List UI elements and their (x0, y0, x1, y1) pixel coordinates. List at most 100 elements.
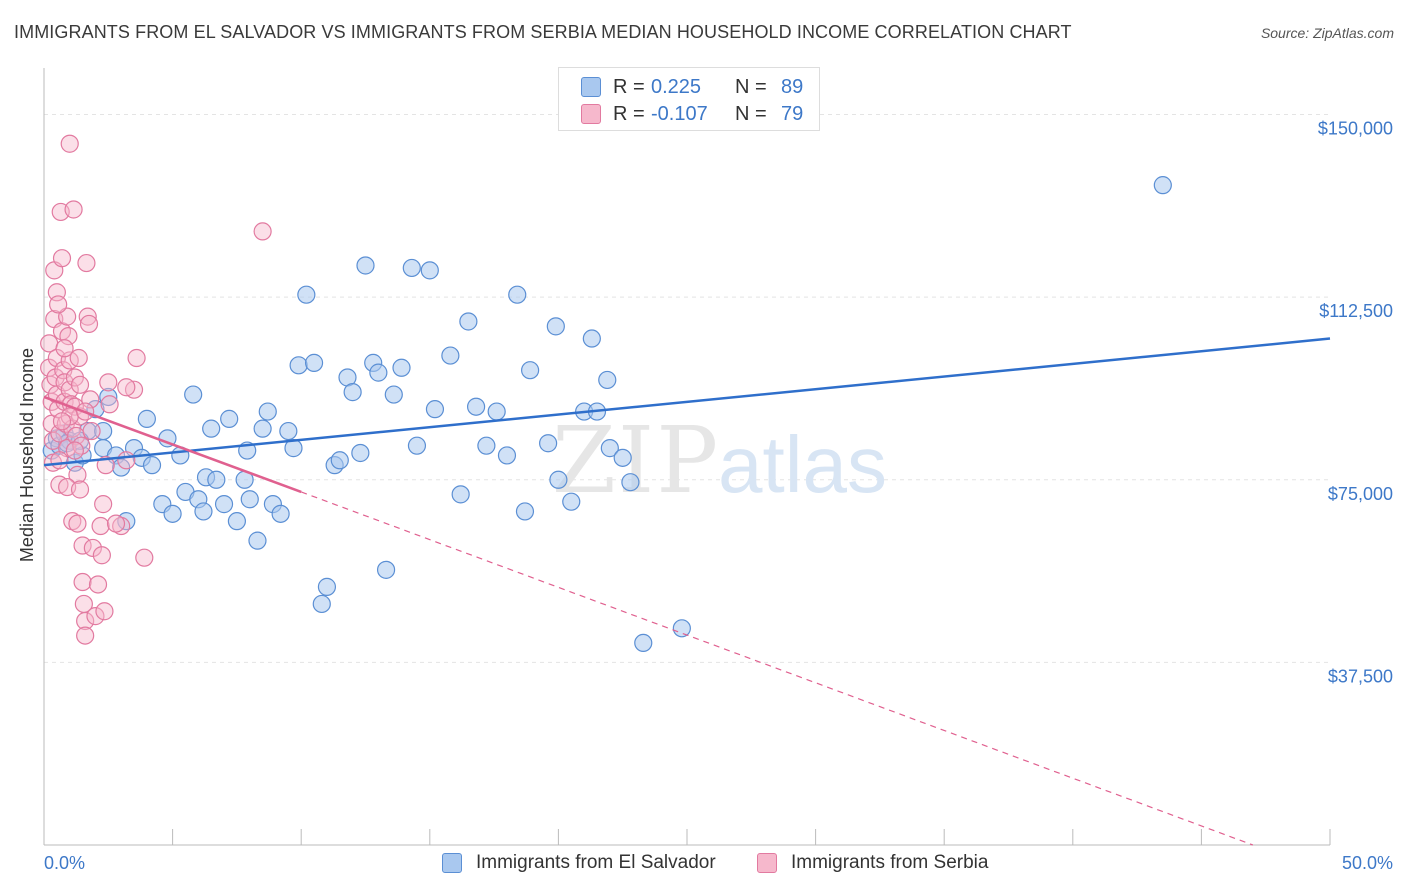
data-point-el-salvador (384, 385, 403, 404)
data-point-el-salvador (279, 421, 298, 441)
data-point-serbia (76, 611, 95, 631)
series-serbia-points (40, 134, 272, 645)
bottom-legend-label: Immigrants from El Salvador (476, 852, 716, 873)
watermark-atlas: atlas (718, 420, 887, 509)
data-point-el-salvador (598, 370, 617, 390)
data-point-el-salvador (312, 594, 331, 614)
data-point-el-salvador (613, 448, 632, 467)
data-point-el-salvador (487, 402, 506, 421)
data-point-serbia (49, 295, 68, 314)
data-point-serbia (253, 222, 272, 241)
data-point-el-salvador (634, 633, 653, 653)
x-tick-label-right: 50.0% (1342, 853, 1393, 873)
data-point-el-salvador (289, 356, 308, 375)
data-point-el-salvador (214, 495, 234, 514)
data-point-serbia (76, 626, 95, 645)
data-point-serbia (100, 395, 119, 414)
data-point-serbia (99, 373, 118, 392)
data-point-el-salvador (477, 436, 496, 455)
watermark-zip: ZIP (552, 407, 720, 514)
data-point-serbia (78, 307, 97, 326)
bottom-legend-label: Immigrants from Serbia (791, 852, 989, 873)
source-label: Source: ZipAtlas.com (1260, 25, 1394, 41)
data-point-serbia (82, 421, 101, 441)
data-point-serbia (94, 495, 113, 514)
data-point-el-salvador (258, 402, 277, 421)
data-point-el-salvador (466, 397, 486, 416)
data-point-el-salvador (207, 470, 226, 489)
data-point-el-salvador (304, 353, 324, 372)
y-tick-label: $75,000 (1328, 484, 1393, 504)
data-point-serbia (88, 575, 108, 594)
legend-r-label: R = (613, 75, 645, 98)
data-point-serbia (52, 249, 72, 268)
data-point-serbia (106, 514, 126, 533)
data-point-el-salvador (297, 285, 316, 304)
gridlines (44, 114, 1330, 663)
data-point-serbia (50, 451, 69, 470)
data-point-el-salvador (546, 317, 565, 336)
data-point-el-salvador (1153, 176, 1172, 195)
data-point-serbia (70, 375, 90, 394)
y-tick-label: $37,500 (1328, 666, 1393, 686)
y-tick-labels: $150,000 $112,500 $75,000 $37,500 (1318, 119, 1393, 687)
data-point-serbia (79, 314, 99, 334)
legend-r-value: -0.107 (651, 102, 708, 125)
x-tick-label-left: 0.0% (44, 853, 85, 873)
data-point-serbia (135, 548, 154, 567)
data-point-el-salvador (227, 512, 246, 531)
legend-swatch-pink (581, 104, 601, 124)
data-point-el-salvador (163, 504, 182, 523)
data-point-el-salvador (521, 361, 540, 380)
data-point-el-salvador (343, 383, 362, 402)
data-point-el-salvador (99, 387, 118, 407)
correlation-legend: R = 0.225 N = 89 R = -0.107 N = 79 (558, 67, 820, 131)
data-point-serbia (64, 200, 83, 219)
data-point-serbia (70, 480, 90, 499)
data-point-el-salvador (539, 434, 558, 453)
data-point-el-salvador (194, 502, 213, 521)
data-point-serbia (69, 348, 88, 368)
data-point-el-salvador (137, 409, 156, 428)
legend-n-value: 79 (781, 102, 804, 125)
data-point-serbia (60, 134, 79, 153)
data-point-serbia (117, 451, 136, 470)
data-point-el-salvador (330, 451, 349, 470)
data-point-el-salvador (497, 446, 517, 465)
data-point-serbia (127, 348, 146, 368)
data-point-el-salvador (240, 490, 259, 509)
axes (43, 68, 1331, 846)
legend-n-label: N = (735, 75, 767, 98)
watermark: ZIP atlas (552, 407, 887, 514)
data-point-serbia (68, 514, 87, 533)
data-point-el-salvador (392, 358, 411, 377)
data-point-el-salvador (369, 363, 388, 382)
data-point-el-salvador (441, 346, 460, 365)
data-point-el-salvador (515, 502, 535, 521)
y-axis-title: Median Household Income (17, 348, 37, 562)
data-point-el-salvador (672, 619, 691, 638)
trend-line-serbia-extension (300, 491, 1254, 846)
bottom-legend-swatch-pink (757, 853, 777, 873)
bottom-legend-swatch-blue (442, 853, 462, 873)
data-point-serbia (68, 465, 87, 484)
legend-r-value: 0.225 (651, 75, 702, 98)
data-point-serbia (58, 307, 77, 326)
data-point-el-salvador (508, 285, 527, 304)
legend-swatch-blue (581, 77, 601, 97)
data-point-el-salvador (317, 577, 337, 596)
legend-n-value: 89 (781, 75, 804, 98)
legend-r-label: R = (613, 102, 645, 125)
data-point-el-salvador (600, 439, 619, 458)
data-point-el-salvador (549, 470, 568, 489)
data-point-el-salvador (420, 261, 439, 280)
chart-title: IMMIGRANTS FROM EL SALVADOR VS IMMIGRANT… (14, 22, 1072, 42)
legend-n-label: N = (735, 102, 767, 125)
data-point-el-salvador (451, 485, 470, 504)
data-point-el-salvador (562, 492, 581, 511)
series-el-salvador-points (42, 176, 1172, 653)
trend-line-el-salvador (43, 337, 1331, 467)
trend-lines (43, 337, 1331, 846)
data-point-el-salvador (184, 385, 203, 404)
